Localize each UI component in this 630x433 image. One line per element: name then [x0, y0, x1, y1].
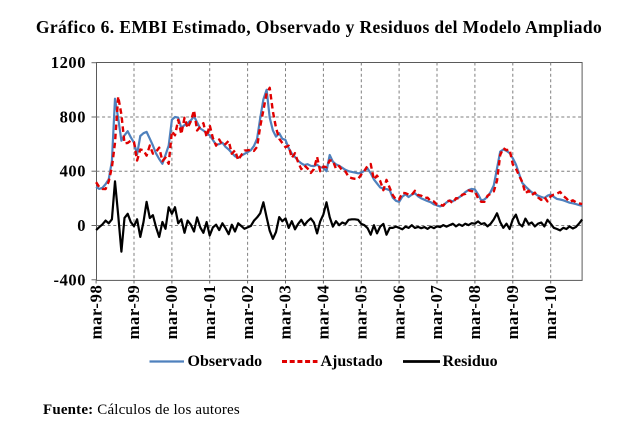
svg-text:mar-03: mar-03 [276, 285, 295, 340]
svg-text:mar-09: mar-09 [503, 285, 522, 340]
svg-text:mar-00: mar-00 [162, 285, 181, 340]
svg-text:mar-07: mar-07 [427, 285, 446, 340]
svg-text:Observado: Observado [188, 353, 263, 370]
svg-text:Gráfico 6. EMBI Estimado, Obse: Gráfico 6. EMBI Estimado, Observado y Re… [36, 17, 602, 37]
svg-text:0: 0 [77, 216, 86, 235]
svg-text:Fuente: Cálculos de los autore: Fuente: Cálculos de los autores [43, 402, 240, 418]
svg-text:mar-08: mar-08 [465, 284, 484, 339]
svg-text:1200: 1200 [51, 53, 86, 72]
svg-text:mar-06: mar-06 [389, 285, 408, 340]
svg-text:mar-98: mar-98 [86, 285, 105, 340]
svg-text:400: 400 [60, 162, 86, 181]
svg-text:-400: -400 [54, 270, 86, 289]
svg-text:800: 800 [60, 108, 86, 127]
svg-text:Ajustado: Ajustado [321, 353, 383, 370]
svg-text:mar-05: mar-05 [352, 285, 371, 340]
svg-text:Residuo: Residuo [443, 353, 498, 370]
svg-text:mar-10: mar-10 [541, 285, 560, 340]
svg-text:mar-04: mar-04 [314, 285, 333, 340]
svg-text:mar-01: mar-01 [200, 285, 219, 340]
svg-text:mar-02: mar-02 [238, 285, 257, 340]
svg-text:mar-99: mar-99 [124, 285, 143, 340]
